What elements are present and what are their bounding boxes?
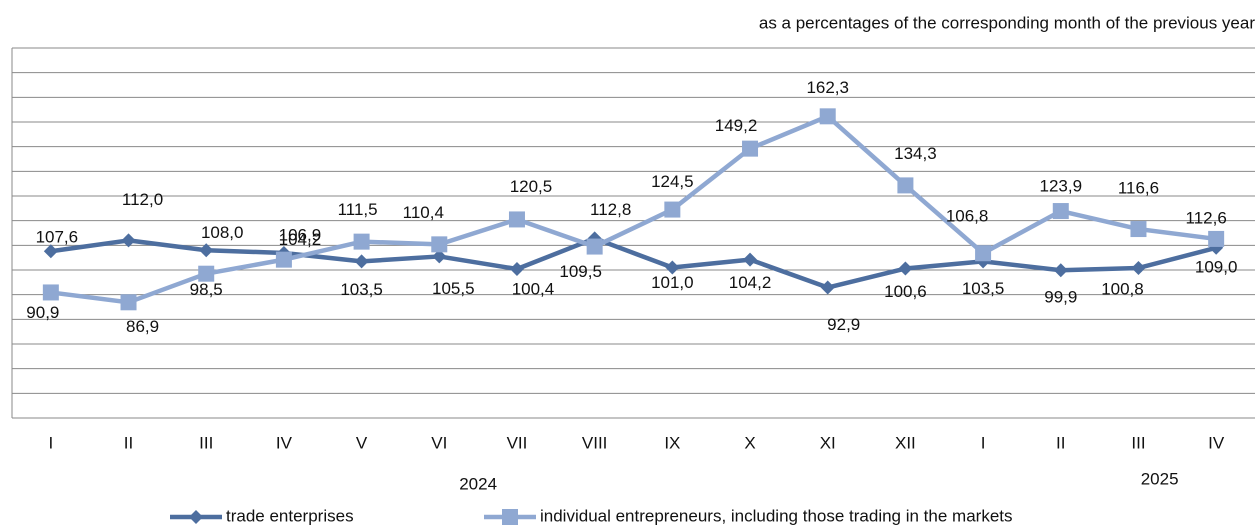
legend-label: individual entrepreneurs, including thos…: [540, 506, 1013, 525]
data-label: 124,5: [651, 172, 694, 191]
marker: [508, 211, 525, 228]
data-label: 100,6: [884, 282, 927, 301]
marker: [1053, 263, 1068, 278]
data-label: 106,8: [946, 207, 989, 226]
data-label: 103,5: [962, 279, 1005, 298]
marker: [1208, 230, 1225, 247]
legend-marker: [189, 510, 203, 524]
marker: [275, 251, 292, 268]
data-label: 123,9: [1040, 177, 1083, 196]
marker: [743, 252, 758, 267]
marker: [43, 244, 58, 259]
marker: [353, 233, 370, 250]
data-label: 112,6: [1186, 208, 1227, 227]
data-label: 103,5: [340, 280, 383, 299]
x-tick-label: VIII: [582, 433, 608, 452]
x-tick-label: III: [1131, 433, 1145, 452]
marker: [975, 245, 992, 262]
data-label: 112,8: [590, 200, 631, 219]
data-label: 104,2: [279, 230, 322, 249]
data-label: 109,0: [1195, 257, 1238, 276]
marker: [664, 201, 681, 218]
data-label: 99,9: [1044, 288, 1077, 307]
x-tick-label: VII: [507, 433, 528, 452]
marker: [198, 265, 215, 282]
data-label: 100,4: [512, 279, 555, 298]
marker: [354, 254, 369, 269]
data-label: 98,5: [190, 280, 223, 299]
data-label: 101,0: [651, 273, 694, 292]
x-tick-label: IX: [664, 433, 680, 452]
data-label: 104,2: [729, 273, 772, 292]
marker: [898, 261, 913, 276]
data-label: 92,9: [827, 315, 860, 334]
marker: [509, 262, 524, 277]
marker: [199, 243, 214, 258]
data-label: 107,6: [36, 228, 79, 247]
data-label: 108,0: [201, 223, 244, 242]
legend-marker: [502, 509, 518, 525]
data-label: 109,5: [559, 262, 602, 281]
marker: [42, 284, 59, 301]
data-label: 149,2: [715, 116, 758, 135]
data-label: 110,4: [403, 203, 444, 222]
series-line: [50, 236, 1217, 290]
x-group-label: 2024: [459, 474, 497, 493]
marker: [742, 140, 759, 157]
marker: [1130, 221, 1147, 238]
marker: [1131, 261, 1146, 276]
x-tick-label: IV: [1208, 433, 1225, 452]
chart-subtitle: as a percentages of the corresponding mo…: [759, 13, 1255, 32]
x-tick-label: II: [1056, 433, 1065, 452]
data-label: 86,9: [126, 317, 159, 336]
data-label: 162,3: [806, 78, 849, 97]
x-tick-label: XI: [820, 433, 836, 452]
marker: [897, 177, 914, 194]
marker: [819, 108, 836, 125]
marker: [431, 236, 448, 253]
data-label: 90,9: [26, 303, 59, 322]
x-tick-label: V: [356, 433, 368, 452]
x-tick-label: IV: [276, 433, 293, 452]
data-label: 106,9: [279, 225, 322, 244]
marker: [665, 260, 680, 275]
x-tick-label: VI: [431, 433, 447, 452]
data-label: 134,3: [894, 144, 937, 163]
data-label: 111,5: [338, 200, 378, 219]
x-tick-label: I: [981, 433, 986, 452]
data-label: 120,5: [510, 177, 553, 196]
marker: [586, 238, 603, 255]
data-label: 105,5: [432, 279, 475, 298]
marker: [1052, 203, 1069, 220]
marker: [120, 294, 137, 311]
x-group-label: 2025: [1141, 469, 1179, 488]
data-label: 100,8: [1101, 280, 1144, 299]
x-tick-label: I: [48, 433, 53, 452]
legend-label: trade enterprises: [226, 506, 354, 525]
data-label: 112,0: [122, 190, 163, 209]
x-tick-label: X: [744, 433, 755, 452]
marker: [121, 233, 136, 248]
marker: [820, 280, 835, 295]
series-line: [50, 114, 1217, 305]
x-tick-label: XII: [895, 433, 916, 452]
data-label: 116,6: [1118, 179, 1159, 198]
marker: [432, 249, 447, 264]
x-tick-label: III: [199, 433, 213, 452]
x-tick-label: II: [124, 433, 133, 452]
